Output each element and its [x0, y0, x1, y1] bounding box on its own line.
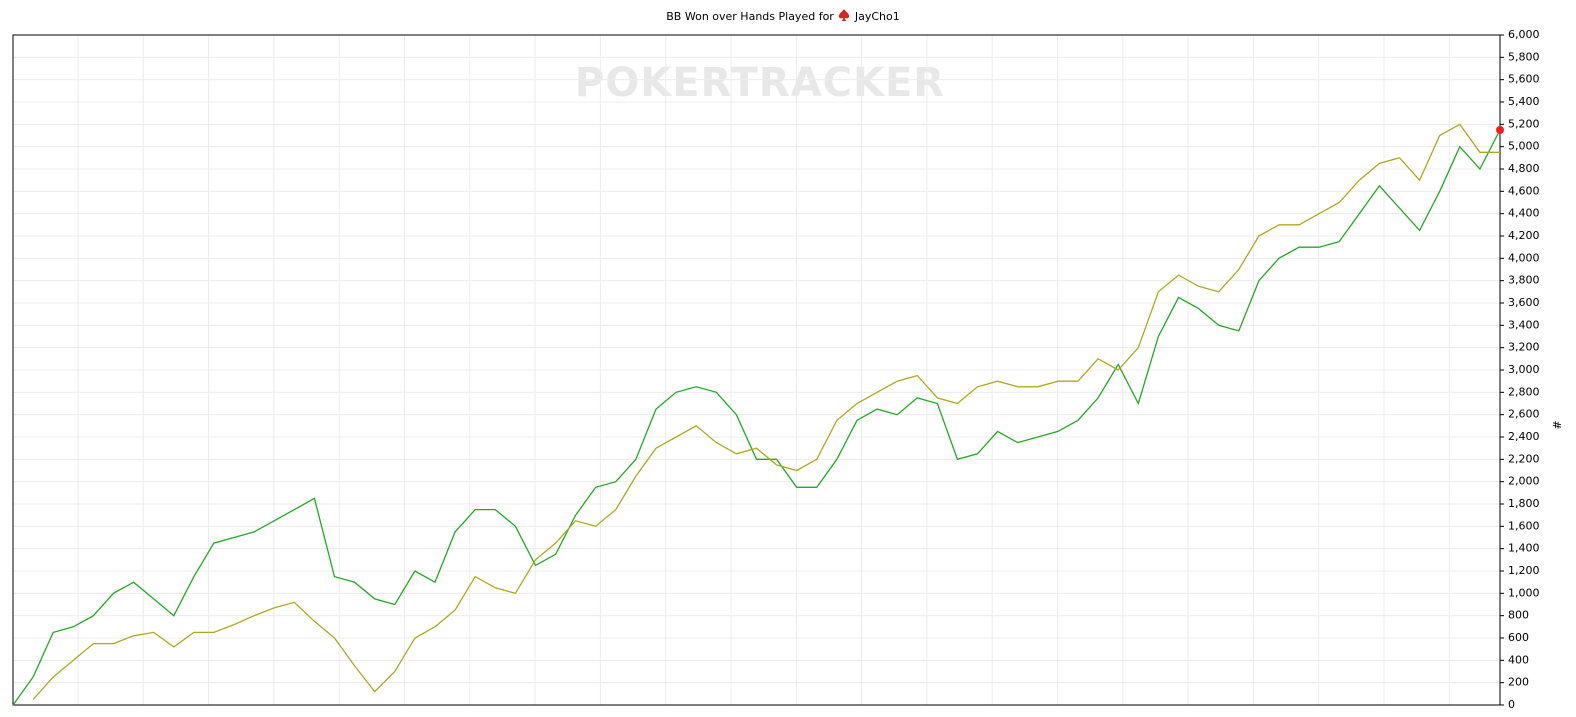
y-tick-label: 3,400	[1508, 318, 1540, 331]
y-tick-label: 3,000	[1508, 363, 1540, 376]
y-tick-label: 5,200	[1508, 117, 1540, 130]
y-tick-label: 5,400	[1508, 95, 1540, 108]
y-tick-label: 2,000	[1508, 475, 1540, 488]
y-tick-label: 4,000	[1508, 251, 1540, 264]
y-tick-label: 1,400	[1508, 542, 1540, 555]
spade-icon	[839, 9, 850, 21]
y-tick-label: 600	[1508, 631, 1529, 644]
y-tick-label: 4,400	[1508, 207, 1540, 220]
y-tick-label: 4,600	[1508, 184, 1540, 197]
chart-title: BB Won over Hands Played for	[666, 10, 834, 23]
y-tick-label: 2,200	[1508, 452, 1540, 465]
y-tick-label: 3,200	[1508, 341, 1540, 354]
y-tick-label: 200	[1508, 676, 1529, 689]
y-axis-label: #	[1550, 420, 1563, 429]
y-tick-label: 4,800	[1508, 162, 1540, 175]
y-tick-label: 4,200	[1508, 229, 1540, 242]
y-tick-label: 800	[1508, 609, 1529, 622]
y-tick-label: 3,800	[1508, 274, 1540, 287]
series-line	[12, 129, 1501, 706]
end-marker	[1496, 125, 1504, 134]
series-line	[32, 123, 1500, 700]
plot-frame	[12, 34, 1501, 706]
y-tick-label: 5,800	[1508, 50, 1540, 63]
y-tick-label: 2,400	[1508, 430, 1540, 443]
y-tick-label: 5,600	[1508, 73, 1540, 86]
y-tick-label: 1,200	[1508, 564, 1540, 577]
y-tick-label: 2,600	[1508, 408, 1540, 421]
y-tick-label: 1,800	[1508, 497, 1540, 510]
player-name: JayCho1	[854, 10, 900, 23]
y-tick-label: 0	[1508, 698, 1515, 711]
y-tick-label: 400	[1508, 653, 1529, 666]
y-tick-label: 6,000	[1508, 28, 1540, 41]
y-tick-label: 1,000	[1508, 586, 1540, 599]
y-tick-label: 1,600	[1508, 519, 1540, 532]
y-tick-label: 3,600	[1508, 296, 1540, 309]
watermark: POKERTRACKER	[575, 60, 945, 106]
y-tick-label: 2,800	[1508, 385, 1540, 398]
chart-title-row: BB Won over Hands Played for JayCho1	[0, 9, 1566, 23]
y-tick-label: 5,000	[1508, 140, 1540, 153]
